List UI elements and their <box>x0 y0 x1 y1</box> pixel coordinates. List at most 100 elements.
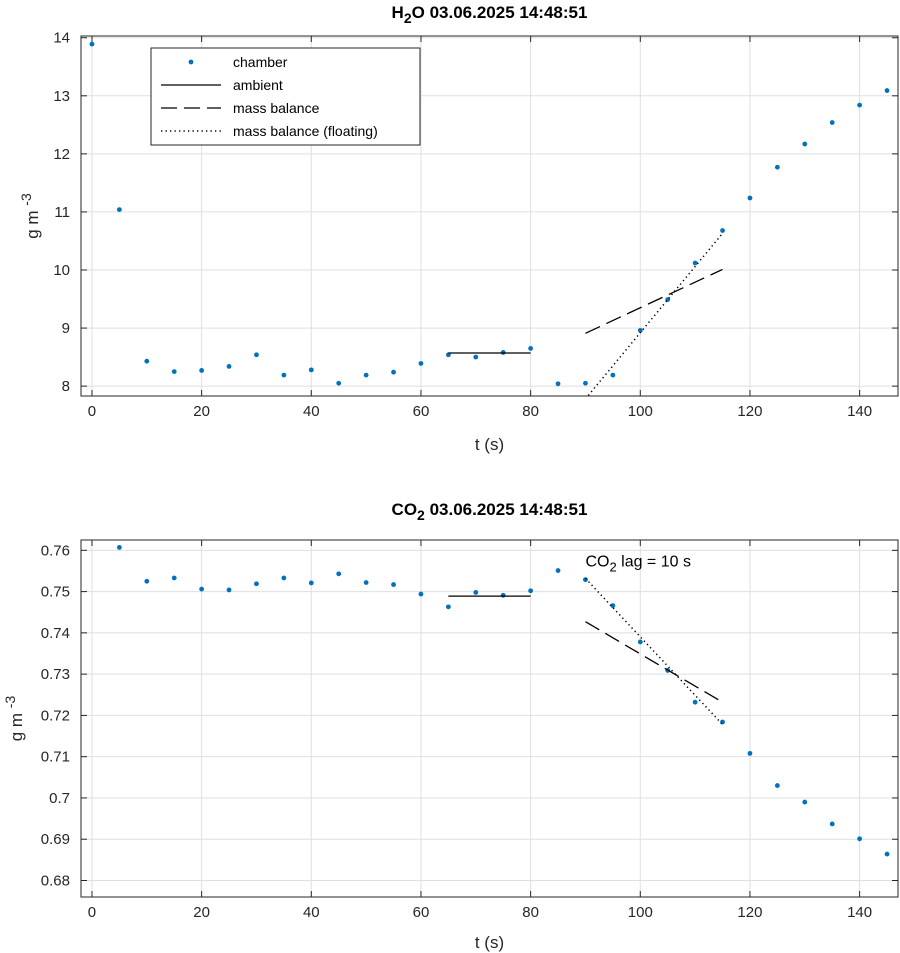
chamber-point <box>555 568 561 573</box>
chamber-point <box>418 591 424 597</box>
chamber-point <box>226 363 232 369</box>
chamber-point <box>774 164 780 170</box>
y-tick-label: 0.75 <box>41 584 70 601</box>
x-tick-label: 140 <box>847 904 872 921</box>
chamber-point <box>171 369 177 375</box>
chamber-point <box>637 327 643 333</box>
mass-balance-floating-line <box>584 577 724 725</box>
chamber-point <box>528 588 534 594</box>
chamber-point <box>692 699 698 705</box>
chamber-point <box>281 575 287 581</box>
chamber-point <box>336 571 342 577</box>
y-tick-label: 0.68 <box>41 872 70 889</box>
chamber-point <box>308 580 314 586</box>
chart-title: H2O 03.06.2025 14:48:51 <box>392 3 588 26</box>
chamber-point <box>281 372 287 378</box>
y-tick-label: 11 <box>54 204 70 221</box>
chamber-point <box>829 120 835 125</box>
chamber-point <box>363 372 369 378</box>
y-tick-label: 12 <box>53 146 70 163</box>
x-tick-label: 60 <box>413 904 430 921</box>
chamber-point <box>857 102 863 108</box>
y-tick-label: 0.76 <box>41 542 70 559</box>
chamber-point <box>116 545 122 550</box>
y-tick-label: 0.69 <box>41 831 70 848</box>
axes-box <box>80 539 899 898</box>
axes-box <box>80 35 899 397</box>
y-tick-label: 9 <box>62 320 70 337</box>
y-tick-label: 0.74 <box>41 625 70 642</box>
legend-label: chamber <box>233 54 288 70</box>
legend-label: ambient <box>233 77 283 93</box>
x-axis-label: t (s) <box>475 435 504 454</box>
y-axis-label: g m -3 <box>2 696 26 742</box>
chamber-point <box>692 260 698 266</box>
lag-annotation: CO2 lag = 10 s <box>585 554 691 575</box>
x-axis-label: t (s) <box>475 933 504 952</box>
y-tick-label: 0.71 <box>41 749 70 766</box>
chamber-point <box>144 358 150 364</box>
chamber-point <box>802 141 808 147</box>
legend-label: mass balance <box>233 100 320 116</box>
chamber-point <box>857 836 863 842</box>
chamber-point <box>254 352 259 358</box>
chamber-point <box>774 783 780 788</box>
chart-title: CO2 03.06.2025 14:48:51 <box>392 500 588 523</box>
mass-balance-line <box>585 268 723 334</box>
chamber-point <box>308 367 314 373</box>
y-tick-label: 8 <box>62 378 70 395</box>
chamber-point <box>637 639 643 645</box>
data-layer <box>116 545 890 857</box>
x-tick-label: 120 <box>737 403 762 420</box>
y-tick-label: 0.73 <box>41 666 70 683</box>
mass-balance-line <box>585 621 723 703</box>
chamber-point <box>116 207 122 213</box>
chamber-point <box>199 586 205 592</box>
x-tick-label: 60 <box>413 403 430 420</box>
chamber-point <box>473 590 479 595</box>
x-tick-label: 40 <box>303 904 320 921</box>
chamber-point <box>391 582 396 587</box>
chamber-point <box>144 578 150 584</box>
chamber-point <box>829 821 835 827</box>
chamber-point <box>802 799 808 805</box>
chamber-point <box>500 592 506 598</box>
y-tick-label: 0.7 <box>49 790 70 807</box>
x-tick-label: 20 <box>193 403 210 420</box>
y-axis-label: g m -3 <box>18 193 42 239</box>
chamber-point <box>583 380 588 386</box>
x-tick-label: 80 <box>522 403 539 420</box>
chamber-point <box>391 369 396 375</box>
x-tick-label: 0 <box>88 403 96 420</box>
data-layer <box>89 41 890 396</box>
chamber-point <box>418 361 424 366</box>
chamber-point <box>473 354 479 360</box>
x-tick-label: 100 <box>628 403 653 420</box>
chart-panel-2: 0 20 40 60 80 100 120 140 0.68 0.69 0.7 0.71 0.72 0.7… <box>2 500 899 952</box>
chamber-point <box>610 372 616 378</box>
chamber-point <box>199 368 205 373</box>
chamber-point <box>747 750 753 756</box>
x-tick-label: 140 <box>847 403 872 420</box>
chamber-point <box>226 587 232 593</box>
chamber-point <box>254 581 259 587</box>
y-tick-label: 14 <box>53 30 70 47</box>
x-tick-label: 80 <box>522 904 539 921</box>
y-tick-label: 13 <box>53 88 70 105</box>
chamber-point <box>884 88 890 93</box>
chamber-point <box>610 603 616 609</box>
chamber-point <box>336 380 342 386</box>
y-tick-label: 0.72 <box>41 707 70 724</box>
y-tick-label: 10 <box>53 262 70 279</box>
legend-label: mass balance (floating) <box>233 123 378 139</box>
x-tick-label: 0 <box>88 904 96 921</box>
chamber-point <box>583 577 588 583</box>
chart-panel-1: 0 20 40 60 80 100 120 140 8 9 10 11 12 13 14 H2O 03.06.… <box>18 3 899 454</box>
chamber-point <box>884 851 890 857</box>
chamber-point <box>555 381 561 387</box>
x-tick-label: 40 <box>303 403 320 420</box>
x-tick-label: 100 <box>628 904 653 921</box>
legend-box <box>150 47 421 146</box>
chamber-point <box>747 195 753 201</box>
